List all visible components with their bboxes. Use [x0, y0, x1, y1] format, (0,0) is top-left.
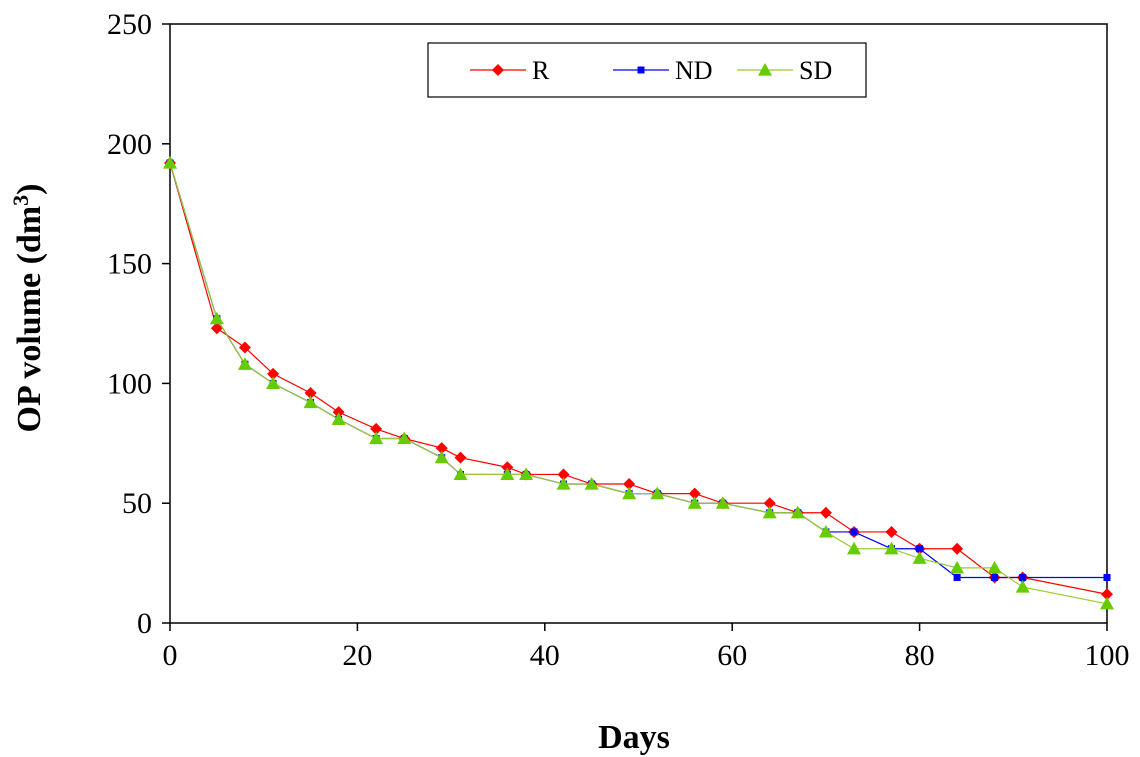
- data-point-triangle: [1015, 580, 1030, 593]
- y-axis-title-main: OP volume (dm: [11, 206, 48, 433]
- data-point-triangle: [453, 467, 468, 481]
- data-point-diamond: [763, 497, 776, 510]
- data-point-square: [1103, 573, 1111, 581]
- data-point-triangle: [687, 496, 702, 509]
- data-point-triangle: [790, 505, 805, 519]
- data-point-diamond: [688, 487, 701, 500]
- x-tick-label: 80: [905, 639, 935, 672]
- y-axis-title: OP volume (dm3): [8, 184, 48, 433]
- y-tick-label: 200: [107, 128, 152, 161]
- legend-item-sd: SD: [737, 56, 832, 85]
- data-point-triangle: [1100, 596, 1114, 610]
- data-point-triangle: [912, 551, 927, 564]
- data-point-triangle: [884, 541, 899, 555]
- data-point-triangle: [237, 357, 252, 370]
- data-point-triangle: [209, 311, 224, 325]
- data-point-square: [991, 573, 999, 581]
- data-point-triangle: [556, 477, 571, 490]
- data-point-triangle: [762, 505, 777, 519]
- data-point-triangle: [847, 541, 862, 555]
- series-sd: [163, 155, 1114, 610]
- series-line: [169, 162, 1107, 579]
- data-point-square: [916, 545, 924, 553]
- data-point-diamond: [492, 64, 504, 76]
- legend-label: SD: [799, 56, 832, 85]
- x-tick-label: 20: [342, 639, 372, 672]
- data-point-diamond: [1101, 588, 1113, 601]
- data-point-triangle: [500, 467, 515, 481]
- data-point-triangle: [434, 450, 449, 464]
- legend-label: ND: [675, 56, 713, 85]
- data-point-diamond: [623, 478, 636, 491]
- data-point-diamond: [885, 525, 898, 538]
- legend-label: R: [532, 56, 550, 85]
- data-point-triangle: [950, 560, 965, 574]
- data-point-triangle: [303, 395, 318, 409]
- x-axis-title: Days: [598, 719, 670, 756]
- data-point-triangle: [397, 431, 412, 445]
- data-point-triangle: [163, 155, 177, 169]
- data-point-diamond: [819, 506, 832, 519]
- data-point-diamond: [210, 322, 223, 335]
- y-tick-label: 0: [137, 607, 152, 640]
- data-point-triangle: [758, 63, 772, 76]
- data-point-diamond: [454, 451, 467, 464]
- data-point-diamond: [304, 386, 317, 399]
- data-point-diamond: [951, 542, 964, 555]
- y-tick-label: 150: [107, 248, 152, 281]
- x-tick-label: 40: [530, 639, 560, 672]
- data-point-triangle: [650, 486, 665, 500]
- data-point-square: [953, 573, 961, 581]
- y-tick-label: 50: [122, 487, 152, 520]
- data-point-square: [1019, 573, 1027, 581]
- data-point-diamond: [267, 367, 280, 380]
- data-point-triangle: [622, 486, 637, 500]
- y-axis-title-close: ): [11, 184, 48, 195]
- x-tick-label: 60: [717, 639, 747, 672]
- data-point-diamond: [238, 341, 251, 354]
- data-point-triangle: [584, 477, 599, 490]
- data-point-triangle: [266, 376, 281, 389]
- data-point-triangle: [369, 431, 384, 445]
- series-nd: [166, 159, 1111, 581]
- data-point-diamond: [435, 442, 448, 455]
- y-tick-label: 100: [107, 367, 152, 400]
- legend-item-nd: ND: [613, 56, 713, 85]
- y-axis: 0 50 100 150 200 250: [107, 8, 170, 640]
- series-line: [169, 162, 1108, 605]
- data-point-triangle: [987, 560, 1002, 574]
- data-point-triangle: [331, 412, 346, 425]
- data-point-triangle: [715, 496, 730, 509]
- series-layer: [163, 155, 1114, 610]
- series-r: [164, 156, 1113, 601]
- legend-item-r: R: [470, 56, 550, 85]
- data-point-diamond: [332, 406, 345, 419]
- y-tick-label: 250: [107, 8, 152, 41]
- data-point-diamond: [557, 468, 570, 481]
- plot-area: [169, 23, 1108, 624]
- data-point-square: [850, 528, 858, 536]
- legend: R ND SD: [427, 42, 867, 98]
- series-line: [169, 162, 1108, 595]
- data-point-diamond: [370, 422, 383, 435]
- data-point-triangle: [818, 524, 833, 538]
- x-tick-label: 100: [1085, 639, 1130, 672]
- x-tick-label: 0: [163, 639, 178, 672]
- x-axis: 0 20 40 60 80 100: [163, 623, 1130, 672]
- data-point-triangle: [519, 467, 534, 481]
- data-point-square: [637, 66, 645, 74]
- data-point-diamond: [501, 461, 514, 474]
- y-axis-title-sup: 3: [8, 195, 33, 206]
